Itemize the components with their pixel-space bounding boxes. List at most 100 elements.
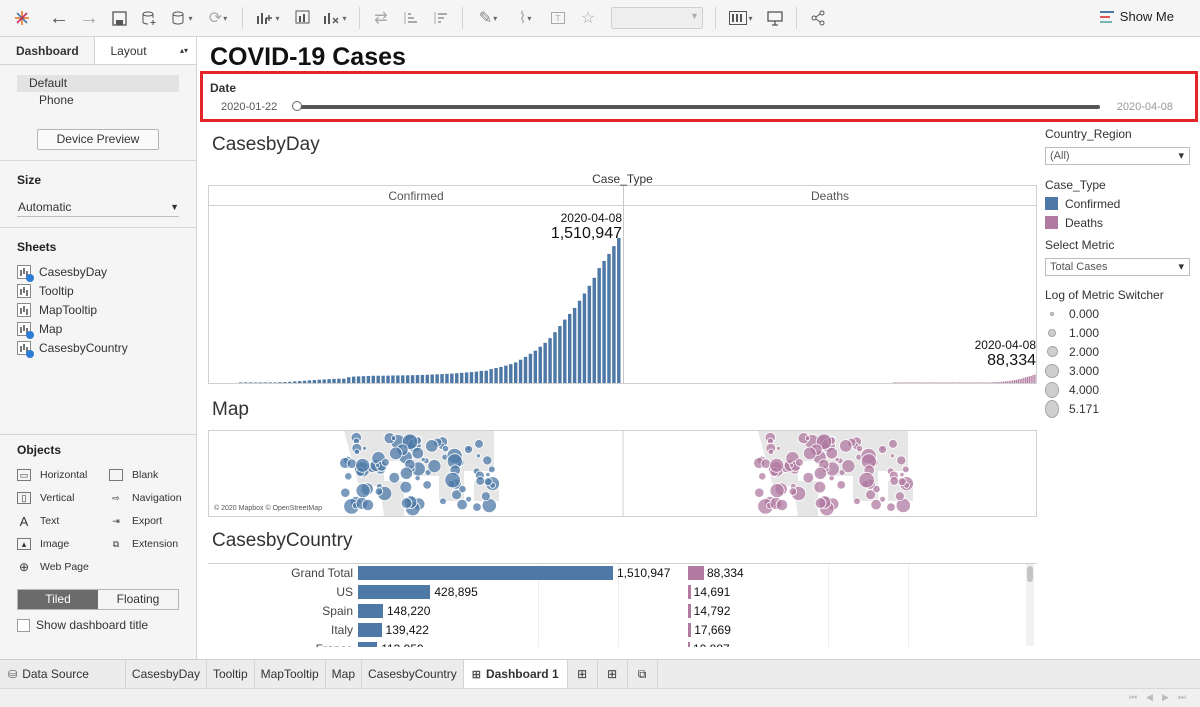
deaths-bar[interactable]: [1014, 380, 1016, 383]
deaths-bar[interactable]: [1030, 375, 1032, 383]
map-bubble[interactable]: [888, 439, 898, 449]
confirmed-bar[interactable]: [376, 375, 380, 383]
deaths-bar[interactable]: [1003, 381, 1005, 383]
deaths-bar[interactable]: [959, 382, 961, 383]
map-bubble[interactable]: [361, 498, 374, 512]
confirmed-bar[interactable]: [587, 285, 592, 383]
confirmed-bar[interactable]: [391, 375, 395, 383]
confirmed-bar[interactable]: [513, 362, 518, 383]
map-bubble[interactable]: [389, 446, 403, 461]
map-bubble[interactable]: [870, 498, 882, 511]
confirmed-bar[interactable]: [358, 566, 613, 580]
map-bubble[interactable]: [775, 498, 789, 512]
confirmed-bar[interactable]: [459, 372, 464, 383]
table-row[interactable]: Spain 148,220 14,792: [208, 602, 1037, 621]
confirmed-bar[interactable]: [464, 372, 469, 383]
map-bubble[interactable]: [474, 439, 484, 449]
deaths-bar[interactable]: [1008, 380, 1010, 383]
deaths-bar[interactable]: [929, 382, 931, 383]
device-phone[interactable]: Phone: [39, 93, 74, 107]
confirmed-bar[interactable]: [356, 376, 361, 383]
deaths-bar[interactable]: [1025, 377, 1027, 383]
confirmed-bar[interactable]: [347, 377, 351, 383]
deaths-bar[interactable]: [949, 382, 952, 383]
floating-button[interactable]: Floating: [116, 592, 160, 606]
deaths-bar[interactable]: [902, 382, 904, 383]
map-bubble[interactable]: [475, 453, 481, 459]
deaths-bar[interactable]: [940, 382, 942, 383]
confirmed-bar[interactable]: [327, 379, 331, 383]
map-bubble[interactable]: [400, 497, 413, 509]
tab-casesbyday[interactable]: CasesbyDay: [126, 659, 207, 689]
confirmed-bar[interactable]: [572, 307, 577, 383]
deaths-bar[interactable]: [946, 382, 948, 383]
deaths-bar[interactable]: [688, 585, 691, 599]
confirmed-bar[interactable]: [258, 382, 263, 383]
map-bubble[interactable]: [858, 471, 875, 489]
deaths-bar[interactable]: [894, 382, 897, 383]
deaths-bar[interactable]: [1026, 376, 1029, 383]
confirmed-bar[interactable]: [361, 376, 366, 383]
map-bubble[interactable]: [344, 472, 353, 481]
confirmed-bar[interactable]: [351, 376, 356, 383]
confirmed-bar[interactable]: [592, 277, 596, 383]
legend-item-deaths[interactable]: Deaths: [1045, 213, 1190, 232]
deaths-bar[interactable]: [993, 382, 996, 383]
deaths-bar[interactable]: [1010, 380, 1012, 383]
confirmed-bar[interactable]: [401, 375, 405, 383]
deaths-bar[interactable]: [907, 382, 909, 383]
deaths-bar[interactable]: [992, 382, 994, 383]
confirmed-bar[interactable]: [283, 382, 287, 383]
deaths-bar[interactable]: [984, 382, 986, 383]
forward-arrow-icon[interactable]: →: [79, 6, 99, 29]
show-mark-labels-icon[interactable]: T: [543, 0, 573, 37]
object-text[interactable]: A Text: [17, 513, 109, 529]
confirmed-bar[interactable]: [297, 381, 302, 383]
confirmed-bar[interactable]: [440, 374, 444, 383]
deaths-bar[interactable]: [688, 566, 704, 580]
deaths-bar[interactable]: [918, 382, 920, 383]
confirmed-bar[interactable]: [597, 268, 601, 383]
map-bubble[interactable]: [855, 445, 864, 453]
save-icon[interactable]: [104, 0, 134, 37]
map-bubble[interactable]: [399, 466, 413, 480]
country-region-dropdown[interactable]: (All): [1045, 147, 1190, 165]
sheet-item-casesbycountry[interactable]: CasesbyCountry: [0, 338, 196, 358]
deaths-bar[interactable]: [1017, 379, 1019, 383]
object-horizontal[interactable]: ▭ Horizontal: [17, 467, 109, 483]
confirmed-bar[interactable]: [518, 359, 523, 383]
confirmed-bar[interactable]: [263, 382, 267, 383]
map-bubble[interactable]: [834, 457, 840, 463]
map-bubble[interactable]: [444, 471, 461, 489]
deaths-bar[interactable]: [979, 382, 981, 383]
table-row[interactable]: France 113,959 10,887: [208, 640, 1037, 647]
confirmed-bar[interactable]: [548, 338, 552, 383]
map-bubble[interactable]: [897, 477, 907, 487]
deaths-bar[interactable]: [955, 382, 957, 383]
confirmed-bar[interactable]: [484, 370, 488, 383]
deaths-bar[interactable]: [909, 382, 911, 383]
deaths-bar[interactable]: [995, 382, 997, 383]
deaths-bar[interactable]: [951, 382, 953, 383]
confirmed-bar[interactable]: [358, 623, 382, 637]
show-cards-icon[interactable]: ▾: [722, 0, 760, 37]
deaths-bar[interactable]: [935, 382, 937, 383]
tab-data-source[interactable]: ⛁ Data Source: [0, 659, 126, 689]
confirmed-bar[interactable]: [358, 642, 378, 647]
table-scrollbar[interactable]: [1026, 564, 1034, 646]
confirmed-bar[interactable]: [312, 380, 317, 383]
deaths-bar[interactable]: [971, 382, 974, 383]
map-bubble[interactable]: [788, 487, 798, 496]
deaths-bar[interactable]: [975, 382, 977, 383]
map-bubble[interactable]: [795, 458, 804, 467]
highlight-icon[interactable]: ✎ ▾: [478, 10, 498, 27]
confirmed-bar[interactable]: [494, 368, 498, 383]
pause-updates-icon[interactable]: ▾: [164, 0, 200, 37]
tab-maptooltip[interactable]: MapTooltip: [255, 659, 326, 689]
tab-map[interactable]: Map: [326, 659, 363, 689]
tab-dashboard[interactable]: Dashboard: [0, 37, 95, 64]
map-bubble[interactable]: [439, 497, 447, 505]
deaths-bar[interactable]: [1001, 381, 1003, 383]
legend-item-confirmed[interactable]: Confirmed: [1045, 194, 1190, 213]
confirmed-bar[interactable]: [366, 375, 371, 383]
